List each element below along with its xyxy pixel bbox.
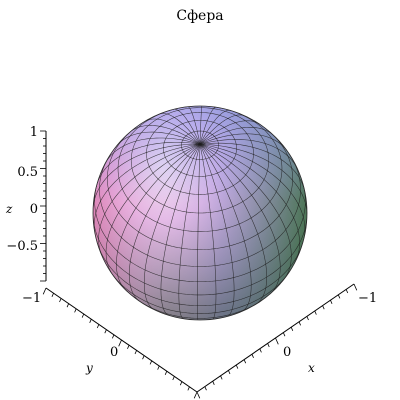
mesh-longitude-line (95, 142, 201, 188)
y-axis-tick (74, 308, 77, 313)
mesh-longitude-line (93, 143, 201, 235)
y-axis-tick (134, 350, 137, 355)
x-axis-tick (282, 332, 286, 337)
mesh-longitude-line (116, 131, 201, 147)
mesh-latitude-line (93, 210, 307, 296)
mesh-longitude-line (199, 106, 203, 145)
x-axis-tick (322, 305, 325, 310)
mesh-longitude-line (128, 144, 201, 302)
z-axis-label: z (5, 202, 13, 216)
mesh-longitude-line (199, 143, 292, 281)
x-tick-label: 0 (283, 345, 291, 360)
x-axis-tick (220, 375, 223, 380)
y-axis-tick (179, 381, 183, 386)
y-axis-tick (118, 339, 122, 347)
mesh-longitude-line (116, 143, 201, 291)
x-axis-tick (212, 381, 215, 385)
mesh-longitude-line (199, 143, 306, 241)
sphere-mesh (93, 106, 307, 320)
y-axis-tick (172, 376, 175, 381)
y-axis-tick (59, 298, 62, 303)
x-axis-tick (259, 348, 262, 353)
mesh-longitude-line (103, 137, 201, 166)
mesh-longitude-line (199, 144, 252, 312)
sphere-outline (92, 105, 308, 321)
z-tick-label: 0.5 (17, 165, 38, 180)
x-axis-tick (243, 359, 247, 364)
y-axis-tick (66, 303, 70, 308)
x-tick-label: −1 (358, 291, 377, 306)
mesh-longitude-line (199, 127, 275, 145)
x-axis-tick (330, 300, 333, 304)
y-axis-tick (51, 293, 54, 297)
y-axis-tick (81, 313, 85, 318)
y-axis-tick (187, 386, 190, 391)
x-axis-tick (235, 364, 239, 369)
mesh-longitude-line (178, 144, 201, 320)
y-axis-tick (127, 345, 130, 349)
mesh-latitude-line (96, 239, 304, 306)
axis-labels: 1 0.5 0 −0.5 z −1 0 y 0 −1 x (5, 125, 377, 375)
mesh-longitude-line (199, 120, 261, 145)
x-axis-tick (196, 391, 201, 399)
z-tick-label: −0.5 (6, 239, 38, 254)
mesh-longitude-line (98, 143, 201, 258)
y-axis-tick (104, 329, 107, 334)
mesh-longitude-line (199, 143, 281, 295)
mesh-longitude-line (199, 143, 300, 263)
mesh-longitude-line (199, 139, 299, 172)
y-axis-tick (157, 365, 160, 370)
x-axis-tick (251, 354, 254, 358)
mesh-longitude-line (93, 143, 201, 211)
y-axis-tick (193, 391, 198, 399)
x-axis-tick (204, 386, 207, 391)
x-axis-tick (267, 343, 270, 348)
z-tick-label: 1 (30, 125, 38, 140)
x-axis-tick (228, 370, 231, 375)
mesh-longitude-line (173, 108, 201, 145)
y-axis-tick (96, 324, 100, 329)
mesh-longitude-line (187, 106, 201, 145)
mesh-longitude-line (158, 113, 201, 145)
y-axis-tick (111, 334, 115, 339)
x-axis-tick (306, 316, 309, 321)
y-axis-label: y (85, 361, 93, 375)
y-axis-tick (164, 371, 168, 375)
mesh-longitude-line (199, 144, 235, 317)
x-axis-tick (298, 321, 302, 326)
y-axis-tick (149, 360, 153, 365)
y-axis-tick (142, 355, 145, 360)
x-axis-label: x (308, 361, 315, 375)
mesh-longitude-line (144, 118, 201, 145)
y-tick-label: −1 (22, 291, 41, 306)
x-axis-tick (314, 310, 317, 315)
mesh-longitude-line (160, 144, 201, 316)
x-axis-tick (275, 337, 279, 345)
mesh-longitude-line (199, 144, 217, 320)
x-axis-tick (337, 294, 341, 299)
mesh-longitude-line (199, 106, 217, 145)
y-axis-tick (89, 319, 92, 323)
mesh-longitude-line (199, 109, 231, 145)
mesh-longitude-line (143, 144, 201, 311)
mesh-longitude-line (199, 142, 306, 194)
mesh-latitude-line (108, 268, 292, 314)
mesh-longitude-line (128, 125, 201, 145)
mesh-longitude-line (199, 144, 268, 305)
mesh-longitude-line (199, 143, 307, 218)
mesh-longitude-line (197, 144, 201, 320)
x-axis-tick (290, 327, 294, 331)
chart-title: Сфера (176, 8, 224, 24)
z-tick-label: 0 (30, 202, 38, 217)
y-tick-label: 0 (110, 345, 118, 360)
mesh-longitude-line (199, 133, 288, 152)
x-axis-tick (345, 289, 349, 294)
mesh-longitude-line (105, 143, 201, 276)
y-axis-tick (42, 287, 47, 295)
axes-frame (40, 130, 358, 399)
x-axis-tick (353, 283, 358, 291)
mesh-longitude-line (199, 114, 246, 145)
